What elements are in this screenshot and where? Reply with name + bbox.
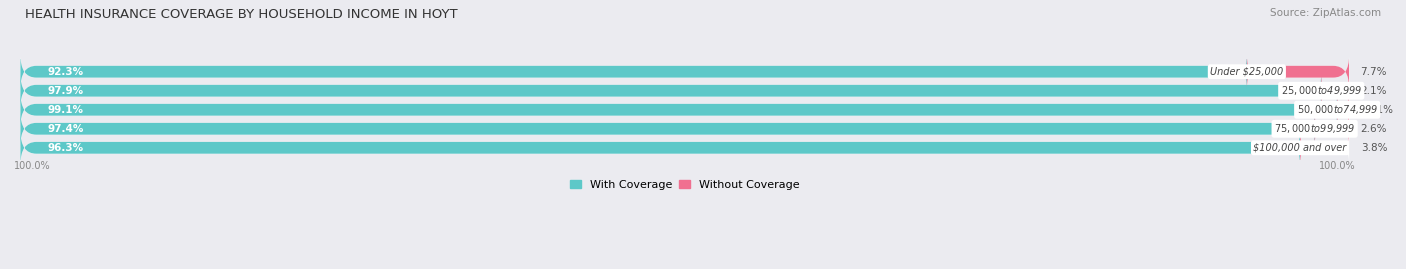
FancyBboxPatch shape: [21, 74, 1322, 108]
FancyBboxPatch shape: [1322, 74, 1350, 108]
Text: 96.3%: 96.3%: [46, 143, 83, 153]
FancyBboxPatch shape: [21, 93, 1337, 127]
FancyBboxPatch shape: [21, 55, 1247, 89]
FancyBboxPatch shape: [21, 112, 1315, 146]
FancyBboxPatch shape: [21, 131, 1350, 165]
Text: $75,000 to $99,999: $75,000 to $99,999: [1274, 122, 1355, 135]
Text: Under $25,000: Under $25,000: [1211, 67, 1284, 77]
FancyBboxPatch shape: [21, 55, 1350, 89]
Text: 2.1%: 2.1%: [1360, 86, 1386, 96]
Legend: With Coverage, Without Coverage: With Coverage, Without Coverage: [569, 180, 800, 190]
Text: 3.8%: 3.8%: [1361, 143, 1388, 153]
Text: 97.9%: 97.9%: [46, 86, 83, 96]
Text: HEALTH INSURANCE COVERAGE BY HOUSEHOLD INCOME IN HOYT: HEALTH INSURANCE COVERAGE BY HOUSEHOLD I…: [25, 8, 458, 21]
Text: 99.1%: 99.1%: [46, 105, 83, 115]
Text: 7.7%: 7.7%: [1360, 67, 1386, 77]
Text: $25,000 to $49,999: $25,000 to $49,999: [1281, 84, 1362, 97]
Text: 97.4%: 97.4%: [46, 124, 83, 134]
FancyBboxPatch shape: [21, 74, 1350, 108]
FancyBboxPatch shape: [1247, 55, 1350, 89]
FancyBboxPatch shape: [21, 131, 1301, 165]
FancyBboxPatch shape: [1301, 131, 1351, 165]
Text: 100.0%: 100.0%: [14, 161, 51, 171]
Text: 2.6%: 2.6%: [1360, 124, 1386, 134]
Text: $100,000 and over: $100,000 and over: [1253, 143, 1347, 153]
FancyBboxPatch shape: [21, 93, 1350, 127]
FancyBboxPatch shape: [1333, 93, 1353, 127]
Text: 92.3%: 92.3%: [46, 67, 83, 77]
FancyBboxPatch shape: [1315, 112, 1350, 146]
Text: 100.0%: 100.0%: [1319, 161, 1355, 171]
FancyBboxPatch shape: [21, 112, 1350, 146]
Text: $50,000 to $74,999: $50,000 to $74,999: [1296, 103, 1378, 116]
Text: 0.91%: 0.91%: [1360, 105, 1393, 115]
Text: Source: ZipAtlas.com: Source: ZipAtlas.com: [1270, 8, 1381, 18]
